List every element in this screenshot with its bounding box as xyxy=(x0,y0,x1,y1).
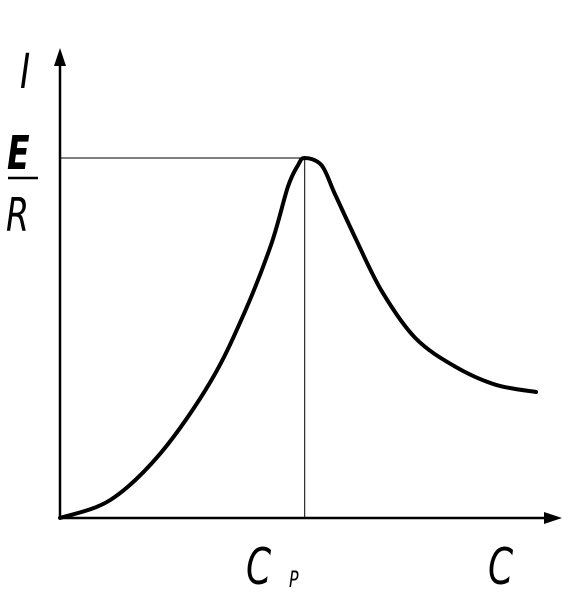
x-axis-label-c: C xyxy=(488,538,514,596)
y-axis-arrowhead xyxy=(54,48,66,66)
x-axis-label-cp: C xyxy=(246,538,272,596)
y-axis-label-e: E xyxy=(7,126,30,180)
y-axis-label-current: I xyxy=(20,44,31,100)
y-axis-label-r: R xyxy=(6,188,30,242)
x-axis-label-cp-subscript: P xyxy=(289,568,299,593)
current-curve xyxy=(58,156,538,520)
x-axis-arrowhead xyxy=(544,512,562,524)
